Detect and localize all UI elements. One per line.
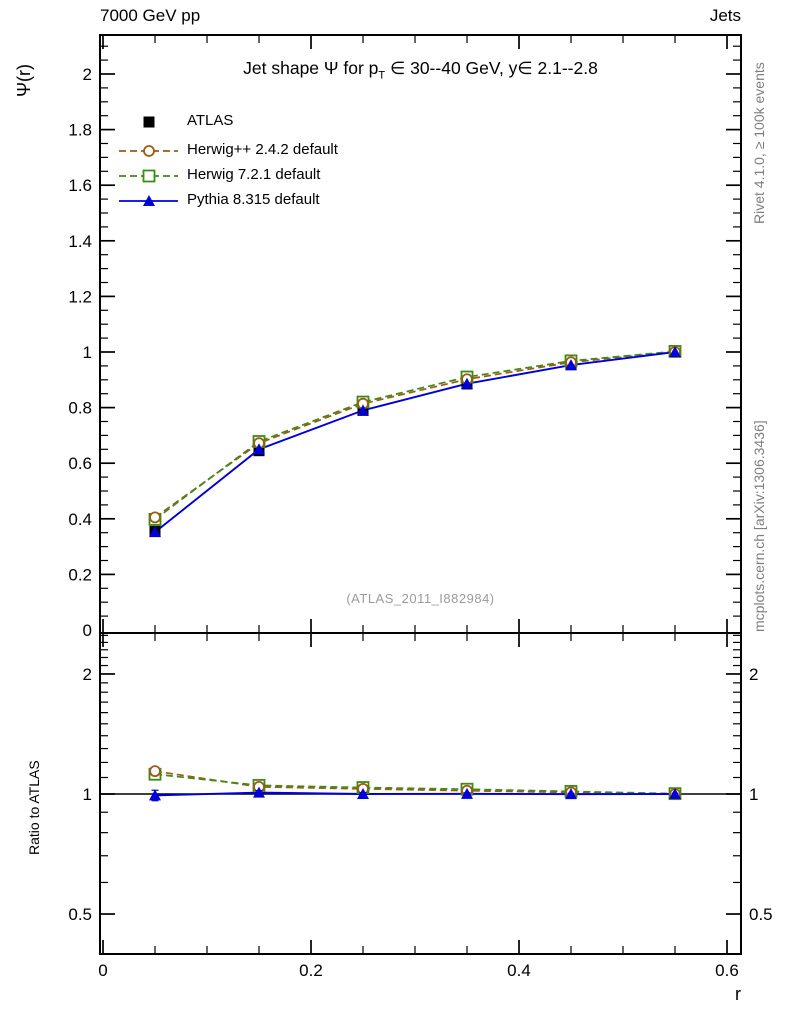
main-y-tick-label: 1.2 bbox=[68, 287, 92, 306]
plot-title-post: ∈ 30--40 GeV, y∈ 2.1--2.8 bbox=[385, 58, 598, 78]
data-point-pythia bbox=[565, 359, 577, 371]
series-line bbox=[154, 351, 676, 533]
legend-item-herwigpp: Herwig++ 2.4.2 default bbox=[187, 141, 338, 158]
main-y-tick-label: 0 bbox=[83, 621, 92, 640]
legend-marker bbox=[142, 169, 156, 183]
analysis-group-label: Jets bbox=[709, 6, 741, 25]
x-tick-label: 0.4 bbox=[507, 961, 531, 980]
series-line bbox=[154, 350, 676, 521]
ratio-y-tick-label: 2 bbox=[749, 665, 758, 684]
main-y-tick-label: 0.6 bbox=[68, 454, 92, 473]
legend-item-atlas: ATLAS bbox=[187, 112, 234, 129]
analysis-id-watermark: (ATLAS_2011_I882984) bbox=[346, 591, 495, 606]
plot-title-sub: T bbox=[378, 69, 386, 82]
main-y-tick-label: 0.4 bbox=[68, 510, 92, 529]
legend-marker bbox=[143, 145, 155, 157]
main-y-axis-title: Ψ(r) bbox=[14, 63, 34, 97]
mcplots-arxiv-note: mcplots.cern.ch [arXiv:1306.3436] bbox=[751, 420, 767, 632]
legend-marker bbox=[143, 195, 155, 206]
ratio-series-line bbox=[154, 773, 676, 795]
ratio-y-tick-label: 0.5 bbox=[68, 905, 92, 924]
main-y-tick-label: 2 bbox=[83, 65, 92, 84]
x-tick-label: 0.2 bbox=[299, 961, 323, 980]
legend-item-pythia: Pythia 8.315 default bbox=[187, 191, 320, 208]
legend-marker bbox=[143, 116, 155, 128]
x-tick-label: 0.6 bbox=[715, 961, 739, 980]
ratio-series-line bbox=[154, 770, 676, 795]
plot-title-pre: Jet shape Ψ for p bbox=[243, 58, 379, 78]
data-point-pythia bbox=[357, 404, 369, 416]
data-point-pythia bbox=[253, 443, 265, 455]
ratio-data-point-pythia bbox=[149, 789, 161, 801]
ratio-y-tick-label: 2 bbox=[83, 665, 92, 684]
ratio-y-tick-label: 0.5 bbox=[749, 905, 773, 924]
series-line bbox=[154, 351, 676, 519]
main-y-tick-label: 0.2 bbox=[68, 565, 92, 584]
data-point-pythia bbox=[149, 526, 161, 538]
ratio-y-tick-label: 1 bbox=[83, 785, 92, 804]
main-y-tick-label: 1.8 bbox=[68, 121, 92, 140]
ratio-series-line bbox=[154, 791, 676, 797]
ratio-data-point-pythia bbox=[253, 786, 265, 798]
ratio-data-point-pythia bbox=[461, 787, 473, 799]
data-point-herwig++ bbox=[149, 511, 161, 524]
plot-title: Jet shape Ψ for pT ∈ 30--40 GeV, y∈ 2.1-… bbox=[100, 58, 741, 82]
ratio-data-point-pythia bbox=[565, 788, 577, 800]
ratio-data-point-herwig++ bbox=[149, 765, 161, 778]
main-y-tick-label: 1.6 bbox=[68, 176, 92, 195]
ratio-y-axis-title: Ratio to ATLAS bbox=[26, 760, 42, 855]
ratio-data-point-pythia bbox=[357, 788, 369, 799]
main-y-tick-label: 0.8 bbox=[68, 399, 92, 418]
data-point-pythia bbox=[461, 377, 473, 389]
main-y-tick-label: 1.4 bbox=[68, 232, 92, 251]
data-point-pythia bbox=[669, 346, 681, 357]
rivet-version-note: Rivet 4.1.0, ≥ 100k events bbox=[751, 62, 767, 224]
legend-item-herwig7: Herwig 7.2.1 default bbox=[187, 166, 321, 183]
x-tick-label: 0 bbox=[98, 961, 107, 980]
beam-label: 7000 GeV pp bbox=[100, 6, 201, 25]
x-axis-title: r bbox=[735, 984, 741, 1004]
ratio-data-point-pythia bbox=[669, 788, 681, 799]
ratio-y-tick-label: 1 bbox=[749, 785, 758, 804]
main-y-tick-label: 1 bbox=[83, 343, 92, 362]
